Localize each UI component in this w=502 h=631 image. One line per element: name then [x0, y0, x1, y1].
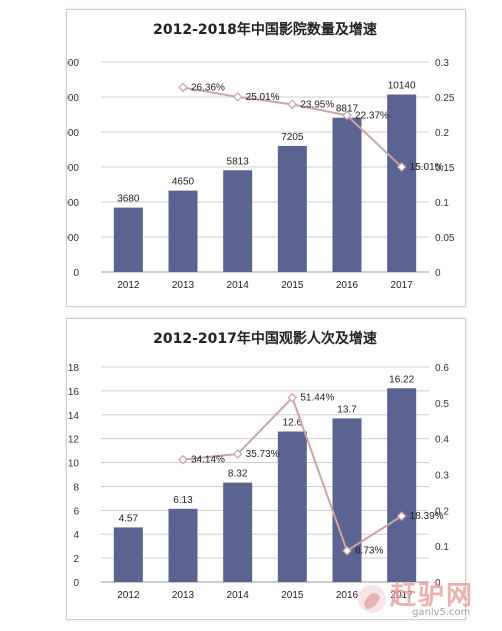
x-tick-label: 2014: [227, 590, 250, 601]
y2-tick-label: 0.3: [435, 58, 449, 69]
y2-tick-label: 0.6: [435, 363, 449, 374]
y2-tick-label: 0.25: [435, 93, 455, 104]
x-tick-label: 2012: [117, 280, 140, 291]
y2-tick-label: 0.2: [435, 128, 449, 139]
y2-tick-label: 0.1: [435, 542, 449, 553]
y-tick-label: 2: [73, 554, 79, 565]
y2-tick-label: 0.5: [435, 399, 449, 410]
bar: [113, 207, 143, 272]
bar: [168, 508, 198, 582]
growth-rate-marker: [287, 99, 298, 110]
y2-tick-label: 0.15: [435, 163, 455, 174]
bar-value-label: 4650: [172, 177, 195, 188]
y-tick-label: 12000: [67, 58, 79, 69]
growth-rate-marker: [342, 545, 352, 556]
watermark-text: 赶驴网: [390, 581, 475, 611]
y-tick-label: 18: [68, 363, 80, 374]
growth-rate-marker: [178, 82, 188, 93]
x-tick-label: 2013: [172, 280, 195, 291]
growth-rate-marker: [396, 511, 407, 521]
donkey-logo-icon: [358, 585, 386, 613]
bar: [387, 94, 417, 272]
x-tick-label: 2015: [281, 280, 304, 291]
y-tick-label: 14: [68, 411, 80, 422]
growth-rate-label: 8.73%: [355, 546, 383, 557]
bar: [168, 190, 198, 272]
x-tick-label: 2017: [391, 280, 414, 291]
x-tick-label: 2013: [172, 590, 195, 601]
bar-value-label: 5813: [227, 156, 250, 167]
bar: [387, 388, 417, 582]
growth-rate-marker: [287, 392, 298, 403]
chart-title: 2012-2018年中国影院数量及增速: [153, 21, 377, 38]
y2-tick-label: 0.1: [435, 198, 449, 209]
growth-rate-marker: [342, 110, 352, 121]
bar-value-label: 13.7: [337, 404, 357, 415]
growth-rate-label: 35.73%: [246, 449, 280, 460]
x-tick-label: 2015: [281, 590, 304, 601]
y-tick-label: 8000: [67, 128, 79, 139]
site-watermark: 赶驴网 ganlv5.com: [346, 575, 496, 623]
bar: [332, 418, 362, 582]
x-tick-label: 2012: [117, 590, 140, 601]
y-tick-label: 10000: [67, 93, 79, 104]
bar-value-label: 4.57: [119, 513, 139, 524]
growth-rate-marker: [232, 449, 243, 459]
bar: [277, 431, 307, 582]
growth-rate-label: 26.36%: [191, 82, 225, 93]
y-tick-label: 10: [68, 459, 80, 470]
y-tick-label: 4000: [67, 198, 79, 209]
growth-rate-label: 15.01%: [410, 162, 444, 173]
bar-value-label: 7205: [281, 132, 304, 143]
growth-rate-marker: [232, 92, 243, 102]
growth-rate-label: 25.01%: [246, 92, 280, 103]
y-tick-label: 6000: [67, 163, 79, 174]
x-tick-label: 2017: [391, 590, 414, 601]
chart-panel-cinemas: 2012-2018年中国影院数量及增速 0 2000 4000 6000 8000 1000…: [66, 9, 466, 307]
growth-rate-marker: [178, 454, 188, 465]
bar: [332, 117, 362, 272]
y2-tick-label: 0: [435, 268, 441, 279]
bar-value-label: 8.32: [228, 469, 248, 480]
x-tick-label: 2014: [227, 280, 250, 291]
y-tick-label: 0: [73, 578, 79, 589]
y2-tick-label: 0: [435, 578, 441, 589]
bar-value-label: 3680: [117, 194, 140, 205]
y-tick-label: 4: [73, 530, 79, 541]
y-tick-label: 0: [73, 268, 79, 279]
watermark-url: ganlv5.com: [412, 607, 471, 618]
bar-value-label: 16.22: [389, 374, 414, 385]
bar: [113, 527, 143, 582]
y-tick-label: 16: [68, 387, 80, 398]
y-tick-label: 6: [73, 506, 79, 517]
admissions-chart: 2012-2017年中国观影人次及增速 0 2 4 6 8 10 12 14 16 18 0 0.1 0.…: [68, 330, 449, 601]
y-tick-label: 12: [68, 435, 80, 446]
growth-rate-label: 34.14%: [191, 455, 225, 466]
growth-rate-marker: [396, 162, 407, 172]
bar: [277, 145, 307, 272]
x-tick-label: 2016: [336, 280, 359, 291]
bar-value-label: 6.13: [173, 495, 193, 506]
bar: [223, 482, 253, 582]
bar-value-label: 12.6: [283, 418, 303, 429]
growth-rate-label: 22.37%: [355, 110, 389, 121]
growth-rate-label: 23.95%: [300, 99, 334, 110]
bar: [223, 170, 253, 272]
y-tick-label: 2000: [67, 233, 79, 244]
cinema-count-chart: 2012-2018年中国影院数量及增速 0 2000 4000 6000 8000 1000…: [67, 21, 455, 291]
chart-title: 2012-2017年中国观影人次及增速: [153, 330, 377, 347]
y-tick-label: 8: [73, 482, 79, 493]
y2-tick-label: 0.2: [435, 506, 449, 517]
y2-tick-label: 0.4: [435, 435, 449, 446]
bar-value-label: 8817: [336, 104, 359, 115]
chart-panel-admissions: 2012-2017年中国观影人次及增速 0 2 4 6 8 10 12 14 16 18 0 0.1 0.…: [66, 318, 466, 620]
y2-tick-label: 0.05: [435, 233, 455, 244]
y2-tick-label: 0.3: [435, 471, 449, 482]
growth-rate-label: 18.39%: [410, 511, 444, 522]
growth-rate-label: 51.44%: [300, 393, 334, 404]
bar-value-label: 10140: [388, 81, 416, 92]
x-tick-label: 2016: [336, 590, 359, 601]
